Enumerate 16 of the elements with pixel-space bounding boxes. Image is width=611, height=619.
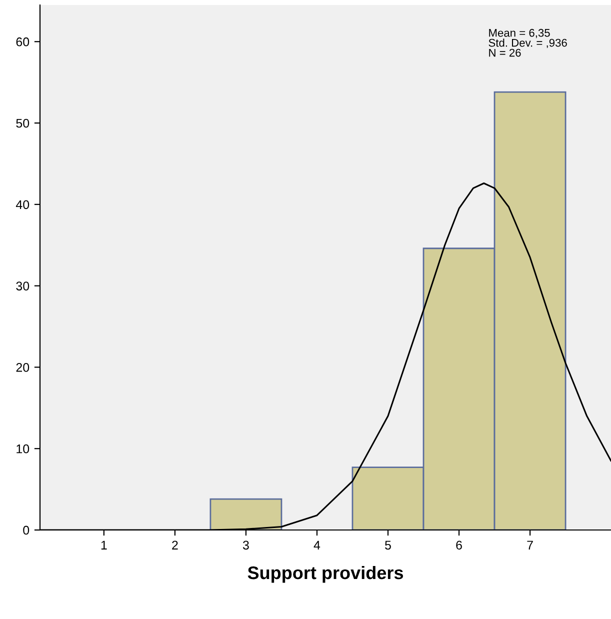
x-tick-label: 1: [101, 540, 107, 550]
annotation: Mean = 6,35 Std. Dev. = ,936 N = 26: [488, 28, 567, 57]
y-tick-label: 20: [16, 363, 30, 372]
y-tick-label: 30: [16, 282, 30, 290]
x-tick-label: 6: [456, 540, 462, 550]
y-tick-label: 60: [16, 37, 30, 46]
x-tick-label: 7: [527, 540, 533, 550]
x-tick-label: 5: [385, 540, 391, 550]
y-tick-label: 0: [23, 526, 30, 535]
y-tick-label: 40: [16, 200, 30, 210]
x-axis-title: Support providers: [248, 566, 404, 583]
x-tick-label: 2: [172, 540, 178, 550]
x-tick-label: 3: [242, 540, 249, 550]
y-tick-label: 50: [16, 118, 30, 128]
x-tick-label: 4: [314, 540, 320, 550]
y-tick-label: 10: [16, 444, 30, 454]
